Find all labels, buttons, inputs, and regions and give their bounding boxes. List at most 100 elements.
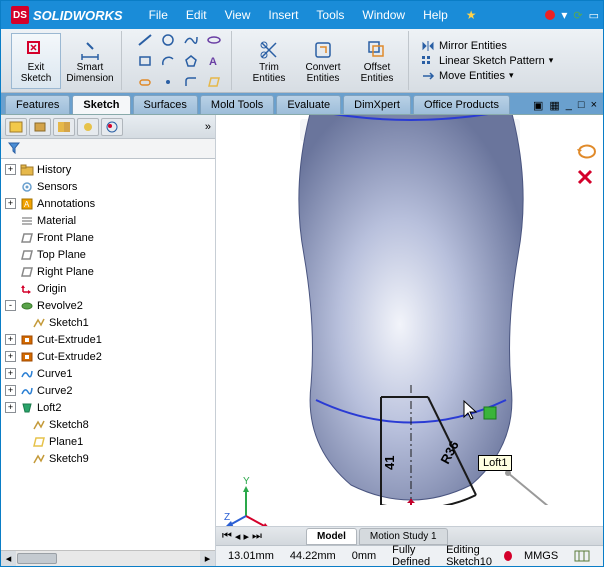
tree-node[interactable]: +History	[3, 161, 213, 178]
tree-node[interactable]: +Curve2	[3, 382, 213, 399]
tree-node[interactable]: Plane1	[3, 433, 213, 450]
fm-tab-property-icon[interactable]	[29, 118, 51, 136]
scroll-thumb[interactable]	[17, 553, 57, 564]
status-grid-icon[interactable]	[570, 550, 594, 562]
sketch-icon	[31, 451, 46, 466]
tab-evaluate[interactable]: Evaluate	[276, 95, 341, 114]
menu-help[interactable]: Help	[415, 4, 456, 26]
expand-icon[interactable]: -	[5, 300, 16, 311]
menu-insert[interactable]: Insert	[260, 4, 306, 26]
expand-icon[interactable]: +	[5, 402, 16, 413]
circle-tool-icon[interactable]	[157, 30, 179, 50]
tree-node[interactable]: +Loft2	[3, 399, 213, 416]
plane-tool-icon[interactable]	[203, 72, 225, 92]
text-tool-icon[interactable]: A	[203, 51, 225, 71]
tree-scrollbar[interactable]: ◂ ▸	[1, 550, 215, 566]
fillet-tool-icon[interactable]	[180, 72, 202, 92]
rect-tool-icon[interactable]	[134, 51, 156, 71]
anim-back-icon[interactable]: ◂	[235, 530, 241, 543]
window-tile-icon[interactable]: ▣	[533, 99, 543, 112]
fm-tab-config-icon[interactable]	[53, 118, 75, 136]
spline-tool-icon[interactable]	[180, 30, 202, 50]
smart-dimension-button[interactable]: Smart Dimension	[65, 33, 115, 89]
menu-star-icon[interactable]: ★	[458, 4, 485, 26]
window-cascade-icon[interactable]: ▦	[549, 99, 559, 112]
feature-tree[interactable]: +HistorySensors+AAnnotationsMaterial Fro…	[1, 159, 215, 550]
fm-tabs-overflow-icon[interactable]: »	[205, 121, 211, 133]
convert-icon	[311, 38, 335, 62]
expand-icon[interactable]: +	[5, 198, 16, 209]
tab-surfaces[interactable]: Surfaces	[133, 95, 198, 114]
tree-node[interactable]: +Cut-Extrude1	[3, 331, 213, 348]
expand-icon[interactable]: +	[5, 164, 16, 175]
tab-sketch[interactable]: Sketch	[72, 95, 130, 114]
graphics-viewport[interactable]: 41 R36 Loft1	[216, 115, 603, 566]
rec-dot-icon[interactable]	[545, 10, 555, 20]
menu-tools[interactable]: Tools	[308, 4, 352, 26]
tree-node[interactable]: Top Plane	[3, 246, 213, 263]
exit-sketch-button[interactable]: Exit Sketch	[11, 33, 61, 89]
expand-icon[interactable]: +	[5, 334, 16, 345]
tree-node[interactable]: Material	[3, 212, 213, 229]
expand-icon[interactable]: +	[5, 385, 16, 396]
offset-entities-button[interactable]: Offset Entities	[352, 33, 402, 89]
menu-file[interactable]: File	[141, 4, 176, 26]
tree-node[interactable]: - Revolve2	[3, 297, 213, 314]
menu-bar: File Edit View Insert Tools Window Help …	[141, 4, 485, 26]
scroll-left-icon[interactable]: ◂	[1, 551, 16, 566]
convert-entities-button[interactable]: Convert Entities	[298, 33, 348, 89]
expand-icon[interactable]: +	[5, 351, 16, 362]
tree-node[interactable]: +Cut-Extrude2	[3, 348, 213, 365]
tree-node[interactable]: Sketch1	[3, 314, 213, 331]
filter-icon[interactable]	[5, 140, 23, 156]
ellipse-tool-icon[interactable]	[203, 30, 225, 50]
menu-window[interactable]: Window	[354, 4, 413, 26]
options-icon[interactable]: ▭	[589, 9, 599, 22]
tab-features[interactable]: Features	[5, 95, 70, 114]
status-help-icon[interactable]: ?	[602, 550, 603, 562]
drag-handle-icon[interactable]	[484, 407, 496, 419]
rebuild-icon[interactable]: ⟳	[573, 9, 582, 22]
fm-tab-tree-icon[interactable]	[5, 118, 27, 136]
scroll-right-icon[interactable]: ▸	[200, 551, 215, 566]
trim-entities-button[interactable]: Trim Entities	[244, 33, 294, 89]
tree-node[interactable]: Sensors	[3, 178, 213, 195]
tab-office-products[interactable]: Office Products	[413, 95, 510, 114]
menu-edit[interactable]: Edit	[178, 4, 215, 26]
fm-tab-dim-icon[interactable]	[77, 118, 99, 136]
anim-end-icon[interactable]: ⏭	[252, 530, 262, 543]
window-max-icon[interactable]: □	[578, 99, 585, 112]
arc-tool-icon[interactable]	[157, 51, 179, 71]
tree-node[interactable]: Sketch8	[3, 416, 213, 433]
fm-tab-render-icon[interactable]	[101, 118, 123, 136]
anim-fwd-icon[interactable]: ▸	[243, 530, 249, 543]
tab-mold-tools[interactable]: Mold Tools	[200, 95, 274, 114]
slot-tool-icon[interactable]	[134, 72, 156, 92]
status-flag-icon[interactable]	[504, 551, 512, 561]
tree-node[interactable]: Origin	[3, 280, 213, 297]
mirror-entities-button[interactable]: Mirror Entities	[421, 40, 507, 52]
tab-dimxpert[interactable]: DimXpert	[343, 95, 411, 114]
point-tool-icon[interactable]	[157, 72, 179, 92]
tree-node[interactable]: Sketch9	[3, 450, 213, 467]
tree-node[interactable]: Front Plane	[3, 229, 213, 246]
tree-node[interactable]: +AAnnotations	[3, 195, 213, 212]
tree-node[interactable]: +Curve1	[3, 365, 213, 382]
dropdown-icon[interactable]: ▾	[561, 8, 567, 22]
tree-node[interactable]: Right Plane	[3, 263, 213, 280]
line-tool-icon[interactable]	[134, 30, 156, 50]
menu-view[interactable]: View	[217, 4, 259, 26]
anim-rewind-icon[interactable]: ⏮	[222, 530, 232, 543]
polygon-tool-icon[interactable]	[180, 51, 202, 71]
move-entities-button[interactable]: Move Entities▾	[421, 70, 514, 82]
window-min-icon[interactable]: _	[566, 99, 572, 112]
expand-icon[interactable]: +	[5, 368, 16, 379]
bottom-tab-model[interactable]: Model	[306, 528, 357, 545]
linear-pattern-button[interactable]: Linear Sketch Pattern▾	[421, 55, 553, 67]
bottom-tab-motion[interactable]: Motion Study 1	[359, 528, 448, 545]
window-close-icon[interactable]: ×	[591, 99, 597, 112]
logo-mark-icon: DS	[11, 6, 29, 24]
svg-text:A: A	[209, 56, 217, 68]
status-edit: Editing Sketch10	[442, 544, 496, 566]
tree-label: Revolve2	[37, 300, 83, 312]
